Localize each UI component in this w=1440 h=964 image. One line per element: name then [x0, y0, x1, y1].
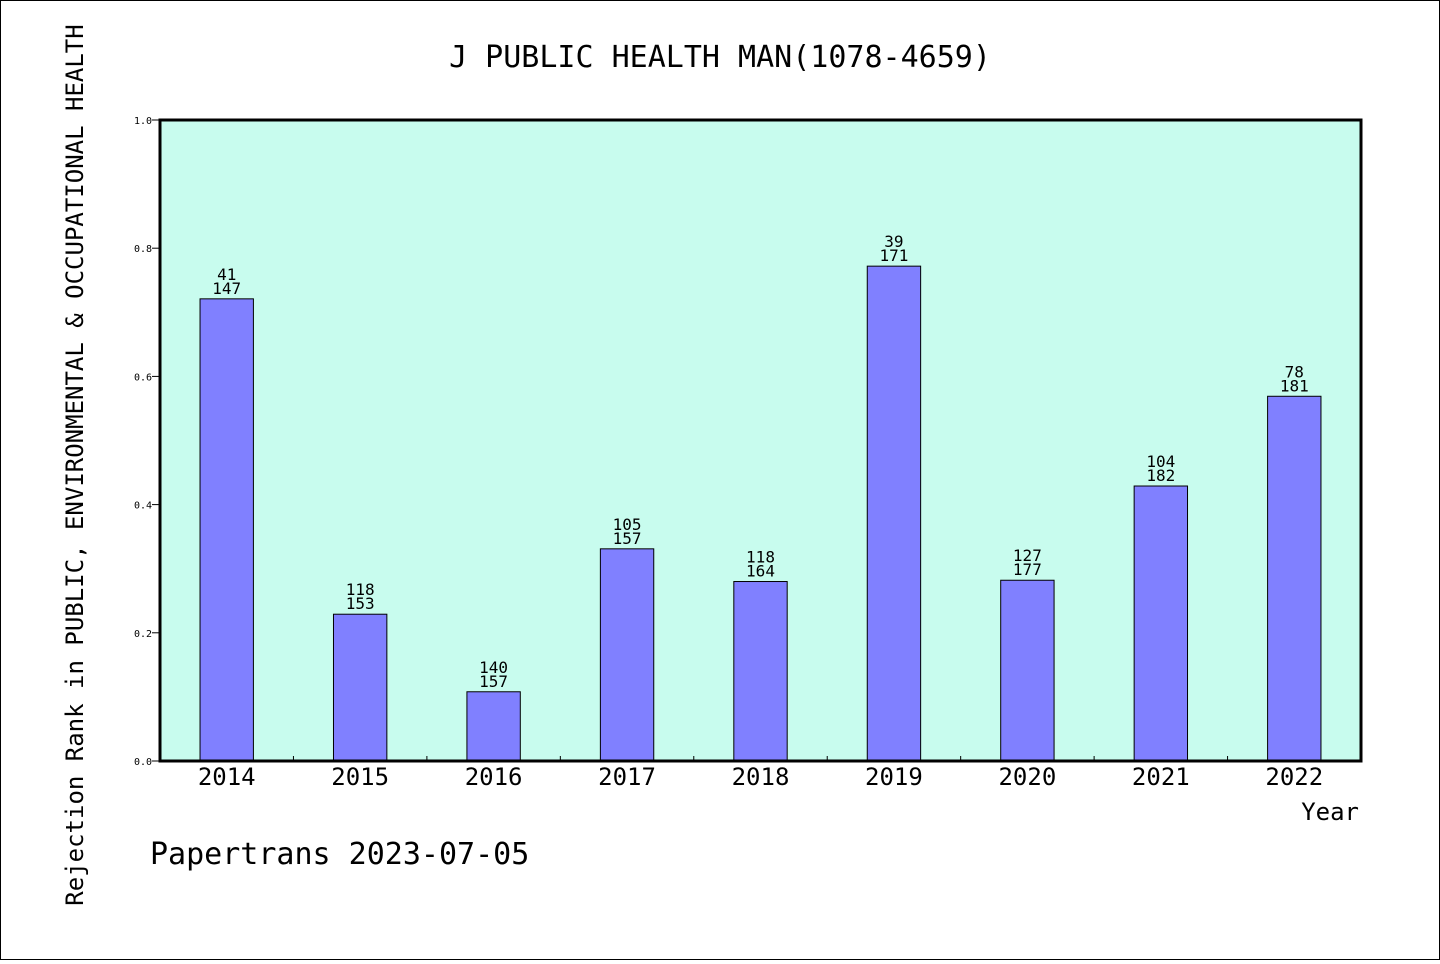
bar-2016 [466, 691, 521, 762]
y-tick-label: 0.4 [134, 501, 152, 512]
bar-total-label-2015: 153 [346, 594, 375, 613]
x-axis-label: Year [1301, 798, 1359, 826]
bar-2018 [733, 581, 788, 762]
x-tick-label-2018: 2018 [732, 763, 790, 791]
bar-2015 [332, 613, 388, 762]
x-tick-label-2021: 2021 [1132, 763, 1190, 791]
bar-rank-label-2017: 105 [613, 515, 642, 534]
bar-rank-label-2018: 118 [746, 548, 775, 567]
chart-title: J PUBLIC HEALTH MAN(1078-4659) [449, 40, 991, 75]
bar-2020 [1000, 579, 1055, 762]
bar-2022 [1267, 395, 1322, 762]
footer-watermark: Papertrans 2023-07-05 [150, 837, 529, 872]
y-tick-label: 0.2 [134, 629, 152, 640]
bar-rank-label-2021: 104 [1146, 452, 1175, 471]
plot-frame [158, 118, 1363, 763]
bar-total-label-2018: 164 [746, 562, 775, 581]
bar-rank-label-2015: 118 [346, 580, 375, 599]
x-tick-label-2020: 2020 [998, 763, 1056, 791]
y-tick-label: 0.8 [134, 244, 152, 255]
bar-2014 [199, 298, 254, 762]
bar-total-label-2014: 147 [212, 279, 241, 298]
bar-total-label-2016: 157 [479, 672, 508, 691]
data-labels-layer: 4114711815314015710515711816439171127177… [212, 232, 1308, 691]
y-tick-label: 1.0 [134, 116, 152, 127]
bar-2019 [866, 265, 922, 762]
x-tick-label-2022: 2022 [1265, 763, 1323, 791]
y-axis-label: Rejection Rank in PUBLIC, ENVIRONMENTAL … [61, 24, 89, 905]
bar-total-label-2017: 157 [613, 529, 642, 548]
x-tick-label-2015: 2015 [331, 763, 389, 791]
bars-layer [199, 265, 1322, 762]
x-axis: 2014 2015 2016 2017 2018 2019 2020 2021 2022 [198, 756, 1323, 791]
bar-total-label-2022: 181 [1280, 376, 1309, 395]
bar-rank-label-2016: 140 [479, 658, 508, 677]
bar-rank-label-2020: 127 [1013, 546, 1042, 565]
bar-2017 [599, 548, 655, 762]
bar-total-label-2021: 182 [1146, 466, 1175, 485]
bar-total-label-2019: 171 [879, 246, 908, 265]
bar-total-label-2020: 177 [1013, 560, 1042, 579]
bar-rank-label-2019: 39 [884, 232, 903, 251]
y-tick-label: 0.0 [134, 757, 152, 768]
y-tick-label: 0.6 [134, 372, 152, 383]
bar-rank-label-2014: 41 [217, 265, 236, 284]
x-tick-label-2016: 2016 [465, 763, 523, 791]
bar-rank-label-2022: 78 [1285, 362, 1304, 381]
x-tick-label-2017: 2017 [598, 763, 656, 791]
x-tick-label-2014: 2014 [198, 763, 256, 791]
x-tick-label-2019: 2019 [865, 763, 923, 791]
bar-2021 [1133, 485, 1189, 762]
